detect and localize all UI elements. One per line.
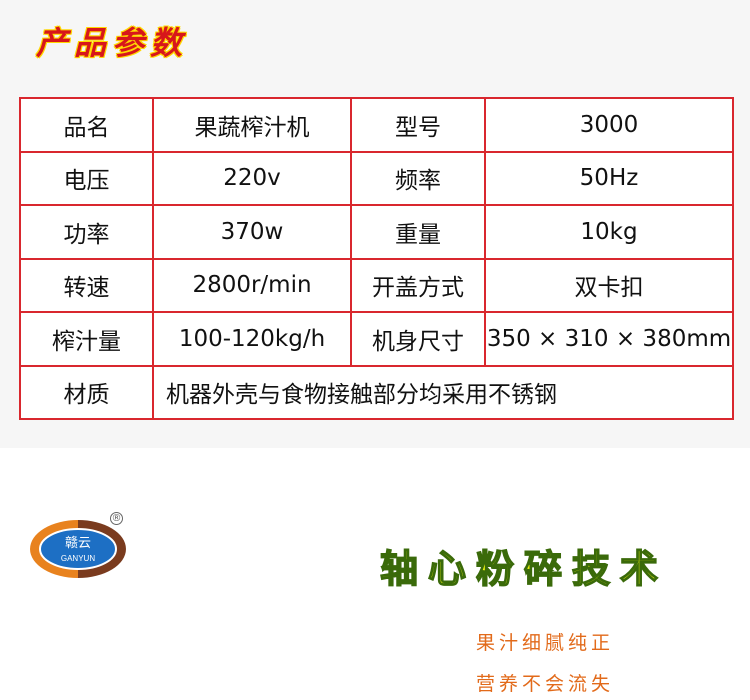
spec-value: 220v bbox=[152, 150, 352, 206]
spec-label: 品名 bbox=[19, 97, 154, 153]
slogan-2: 营养不会流失 bbox=[476, 673, 615, 695]
spec-value: 50Hz bbox=[484, 150, 734, 206]
spec-label: 材质 bbox=[19, 364, 154, 420]
spec-value: 2800r/min bbox=[152, 257, 352, 313]
table-row: 电压 220v 频率 50Hz bbox=[19, 150, 734, 206]
spec-value: 3000 bbox=[484, 97, 734, 153]
svg-text:GANYUN: GANYUN bbox=[61, 554, 95, 563]
spec-value: 机器外壳与食物接触部分均采用不锈钢 bbox=[152, 364, 734, 420]
spec-table: 品名 果蔬榨汁机 型号 3000 电压 220v 频率 50Hz 功率 370w 重量 10kg 转速 2… bbox=[19, 97, 734, 420]
slogan-1: 果汁细腻纯正 bbox=[476, 632, 615, 654]
tech-headline: 轴心粉碎技术 bbox=[379, 546, 669, 592]
spec-value: 果蔬榨汁机 bbox=[152, 97, 352, 153]
spec-label: 转速 bbox=[19, 257, 154, 313]
registered-mark: ® bbox=[110, 512, 123, 525]
spec-value: 350 × 310 × 380mm bbox=[484, 311, 734, 367]
spec-value: 10kg bbox=[484, 204, 734, 260]
table-row: 材质 机器外壳与食物接触部分均采用不锈钢 bbox=[19, 364, 734, 420]
spec-label: 机身尺寸 bbox=[350, 311, 486, 367]
spec-label: 开盖方式 bbox=[350, 257, 486, 313]
ganyun-logo: 赣云 GANYUN bbox=[30, 520, 126, 578]
table-row: 品名 果蔬榨汁机 型号 3000 bbox=[19, 97, 734, 153]
spec-label: 重量 bbox=[350, 204, 486, 260]
table-row: 榨汁量 100-120kg/h 机身尺寸 350 × 310 × 380mm bbox=[19, 311, 734, 367]
spec-label: 榨汁量 bbox=[19, 311, 154, 367]
svg-text:赣云: 赣云 bbox=[65, 536, 91, 551]
spec-value: 100-120kg/h bbox=[152, 311, 352, 367]
spec-value: 双卡扣 bbox=[484, 257, 734, 313]
table-row: 功率 370w 重量 10kg bbox=[19, 204, 734, 260]
spec-label: 频率 bbox=[350, 150, 486, 206]
table-row: 转速 2800r/min 开盖方式 双卡扣 bbox=[19, 257, 734, 313]
spec-label: 型号 bbox=[350, 97, 486, 153]
spec-label: 电压 bbox=[19, 150, 154, 206]
section-title: 产品参数 bbox=[36, 24, 189, 62]
spec-value: 370w bbox=[152, 204, 352, 260]
spec-label: 功率 bbox=[19, 204, 154, 260]
